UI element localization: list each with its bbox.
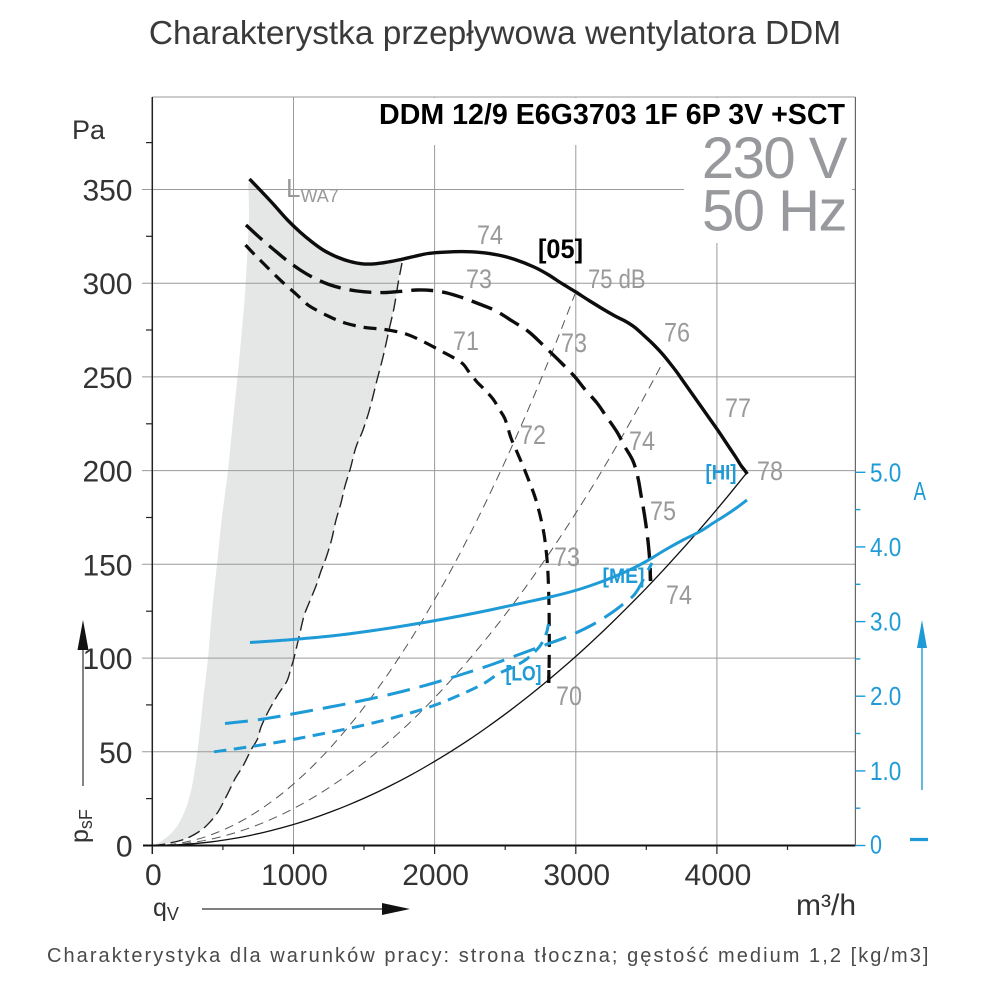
svg-text:[ME]: [ME]	[603, 565, 645, 588]
svg-text:4000: 4000	[685, 859, 752, 892]
svg-text:74: 74	[477, 220, 503, 250]
svg-text:72: 72	[520, 420, 546, 450]
svg-text:73: 73	[554, 542, 580, 572]
svg-text:100: 100	[82, 643, 132, 676]
svg-text:0: 0	[145, 859, 162, 892]
svg-text:0: 0	[870, 830, 882, 860]
svg-text:3.0: 3.0	[870, 607, 901, 637]
svg-text:5.0: 5.0	[870, 457, 901, 487]
svg-text:74: 74	[666, 580, 692, 610]
svg-text:76: 76	[664, 318, 690, 348]
svg-text:0: 0	[116, 831, 133, 864]
svg-text:[LO]: [LO]	[506, 663, 542, 686]
svg-text:74: 74	[629, 426, 655, 456]
svg-text:78: 78	[757, 456, 783, 486]
svg-text:3000: 3000	[543, 859, 610, 892]
svg-text:300: 300	[82, 268, 132, 301]
svg-text:4.0: 4.0	[870, 532, 901, 562]
svg-text:200: 200	[82, 456, 132, 489]
svg-text:150: 150	[82, 549, 132, 582]
svg-text:Pa: Pa	[72, 115, 106, 145]
svg-text:50: 50	[99, 737, 132, 770]
svg-text:1000: 1000	[261, 859, 328, 892]
svg-text:DDM 12/9 E6G3703 1F 6P 3V +SCT: DDM 12/9 E6G3703 1F 6P 3V +SCT	[379, 99, 845, 131]
svg-text:2.0: 2.0	[870, 681, 901, 711]
svg-text:50 Hz: 50 Hz	[702, 179, 846, 244]
svg-text:75: 75	[650, 496, 676, 526]
svg-text:75 dB: 75 dB	[588, 264, 646, 294]
svg-text:2000: 2000	[402, 859, 469, 892]
svg-text:73: 73	[466, 264, 492, 294]
svg-text:230 V: 230 V	[702, 126, 848, 191]
svg-text:350: 350	[82, 174, 132, 207]
svg-text:250: 250	[82, 362, 132, 395]
svg-text:m³/h: m³/h	[796, 889, 856, 922]
svg-text:70: 70	[556, 681, 582, 711]
svg-text:73: 73	[561, 328, 587, 358]
svg-text:Charakterystka przepływowa wen: Charakterystka przepływowa wentylatora D…	[149, 15, 841, 52]
svg-text:77: 77	[725, 393, 751, 423]
svg-text:qV: qV	[153, 894, 179, 924]
svg-text:[05]: [05]	[538, 234, 583, 264]
svg-text:71: 71	[453, 326, 479, 356]
svg-text:[HI]: [HI]	[706, 462, 737, 485]
svg-text:A: A	[914, 476, 927, 506]
svg-text:1.0: 1.0	[870, 756, 901, 786]
